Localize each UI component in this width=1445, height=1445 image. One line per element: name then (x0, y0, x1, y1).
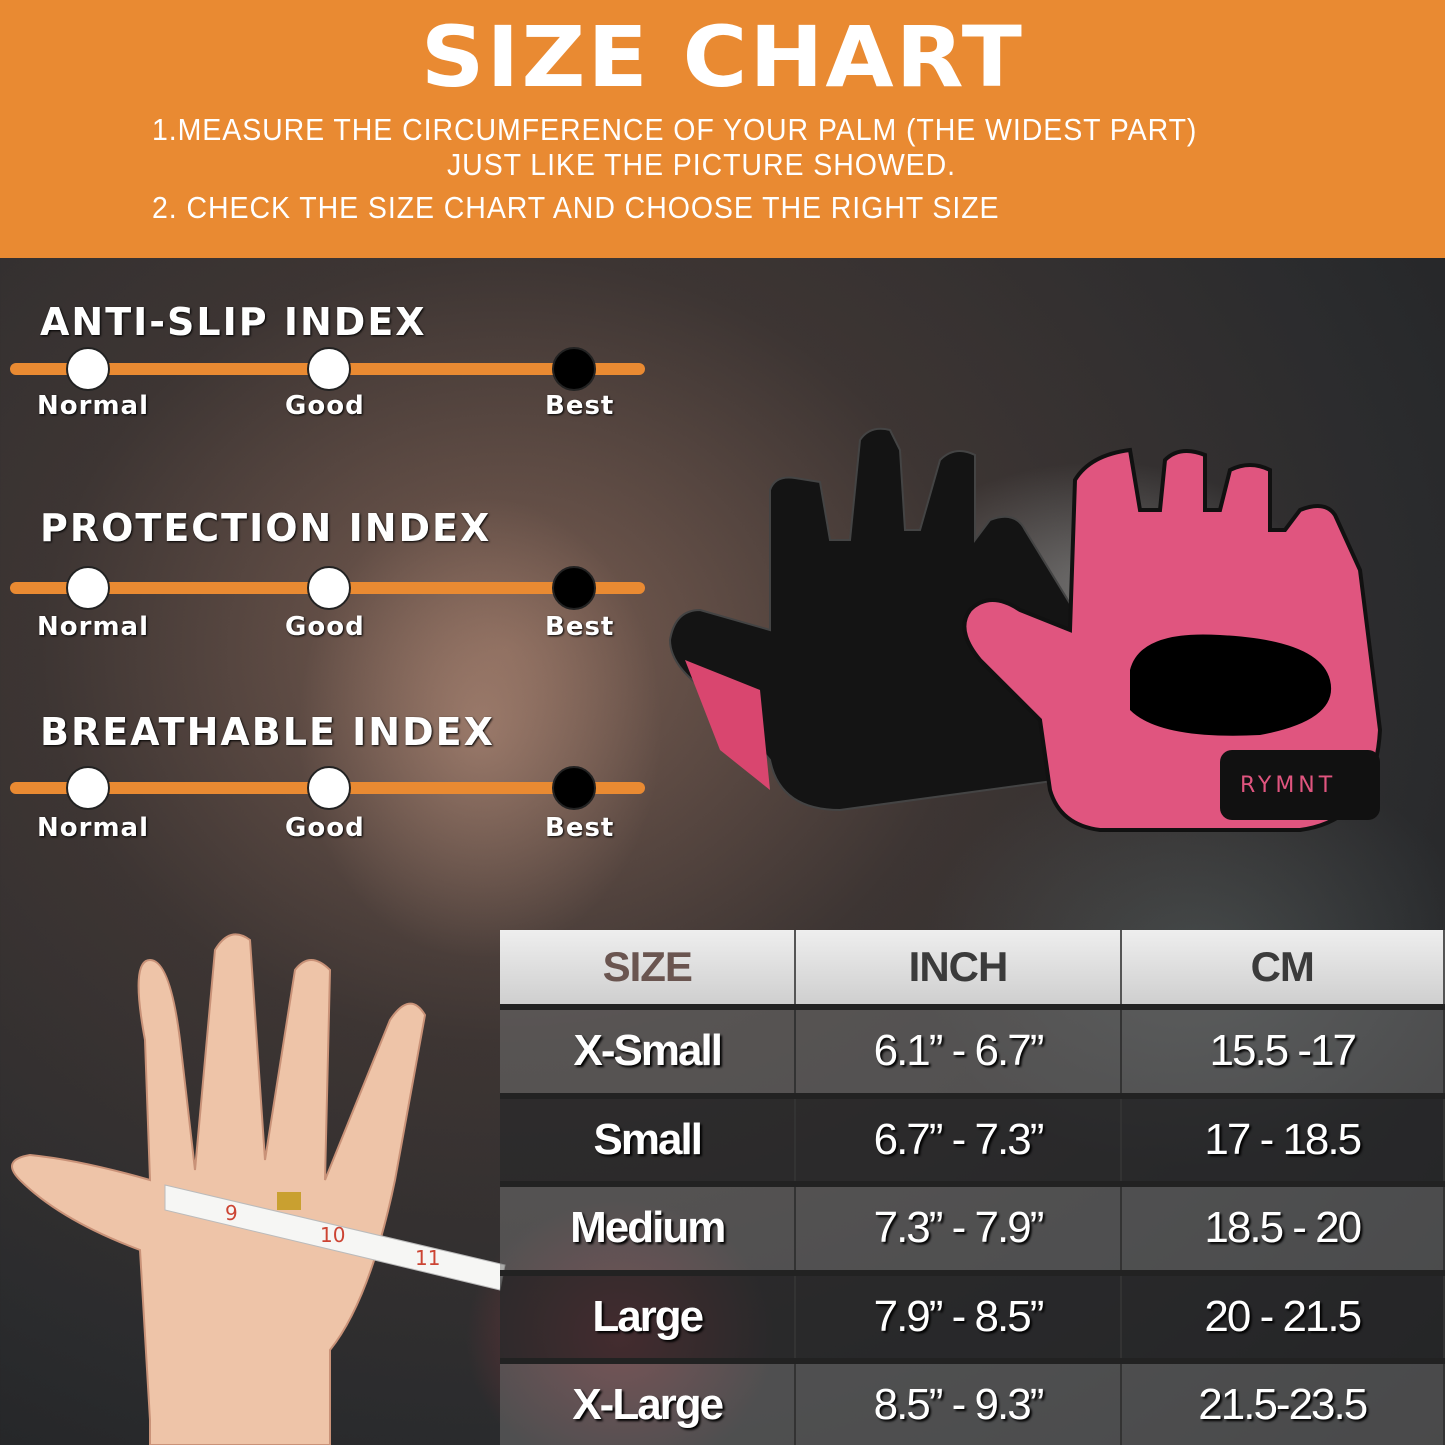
table-row: X-Large 8.5” - 9.3” 21.5-23.5 (500, 1358, 1445, 1445)
level-label: Best (545, 391, 615, 421)
pink-glove: RYMNT (962, 447, 1383, 832)
inch-cell: 7.3” - 7.9” (795, 1181, 1122, 1273)
level-dot-good (307, 566, 351, 610)
level-label: Best (545, 813, 615, 843)
level-dot-best-selected (552, 347, 596, 391)
level-dot-normal (66, 347, 110, 391)
table-header-row: SIZE INCH CM (500, 930, 1445, 1007)
size-cell: Medium (500, 1181, 797, 1273)
table-row: Large 7.9” - 8.5” 20 - 21.5 (500, 1269, 1445, 1362)
level-dot-good (307, 347, 351, 391)
instruction-step-1: 1.MEASURE THE CIRCUMFERENCE OF YOUR PALM… (152, 112, 1198, 147)
inch-cell: 7.9” - 8.5” (795, 1269, 1122, 1362)
tape-mark: 9 (225, 1201, 238, 1225)
table-row: Medium 7.3” - 7.9” 18.5 - 20 (500, 1181, 1445, 1273)
gloves-product-image: RYMNT (668, 427, 1383, 832)
cm-cell: 21.5-23.5 (1120, 1358, 1445, 1445)
size-cell: Small (500, 1092, 797, 1185)
size-table: SIZE INCH CM X-Small 6.1” - 6.7” 15.5 -17 … (500, 930, 1445, 1445)
instruction-step-1-cont: JUST LIKE THE PICTURE SHOWED. (447, 147, 956, 182)
header-cm: CM (1120, 930, 1445, 1007)
tape-mark: 11 (415, 1246, 440, 1270)
size-cell: X-Small (500, 1004, 797, 1096)
inch-cell: 6.7” - 7.3” (795, 1092, 1122, 1185)
cm-cell: 20 - 21.5 (1120, 1269, 1445, 1362)
header-size: SIZE (500, 930, 797, 1007)
inch-cell: 6.1” - 6.7” (795, 1004, 1122, 1096)
level-label: Normal (37, 612, 149, 642)
table-row: X-Small 6.1” - 6.7” 15.5 -17 (500, 1004, 1445, 1096)
size-cell: X-Large (500, 1358, 797, 1445)
level-dot-good (307, 766, 351, 810)
brand-logo: RYMNT (1240, 773, 1336, 798)
size-cell: Large (500, 1269, 797, 1362)
level-label: Normal (37, 813, 149, 843)
measuring-tape: 9 10 11 (164, 1184, 506, 1291)
index-title: PROTECTION INDEX (40, 506, 492, 550)
header-banner: SIZE CHART 1.MEASURE THE CIRCUMFERENCE O… (0, 0, 1445, 258)
level-dot-best-selected (552, 566, 596, 610)
level-label: Good (285, 612, 365, 642)
header-inch: INCH (795, 930, 1122, 1007)
cm-cell: 15.5 -17 (1120, 1004, 1445, 1096)
level-label: Good (285, 813, 365, 843)
instruction-step-2: 2. CHECK THE SIZE CHART AND CHOOSE THE R… (152, 190, 1000, 225)
level-dot-normal (66, 566, 110, 610)
tape-mark: 10 (320, 1223, 345, 1247)
cm-cell: 17 - 18.5 (1120, 1092, 1445, 1185)
level-label: Normal (37, 391, 149, 421)
level-dot-best-selected (552, 766, 596, 810)
inch-cell: 8.5” - 9.3” (795, 1358, 1122, 1445)
index-title: ANTI-SLIP INDEX (40, 300, 427, 344)
level-label: Good (285, 391, 365, 421)
level-dot-normal (66, 766, 110, 810)
page-title: SIZE CHART (420, 8, 1025, 106)
black-glove (668, 427, 1082, 812)
hand-measuring-image: 9 10 11 (11, 933, 506, 1445)
cm-cell: 18.5 - 20 (1120, 1181, 1445, 1273)
level-label: Best (545, 612, 615, 642)
table-row: Small 6.7” - 7.3” 17 - 18.5 (500, 1092, 1445, 1185)
index-title: BREATHABLE INDEX (40, 710, 495, 754)
